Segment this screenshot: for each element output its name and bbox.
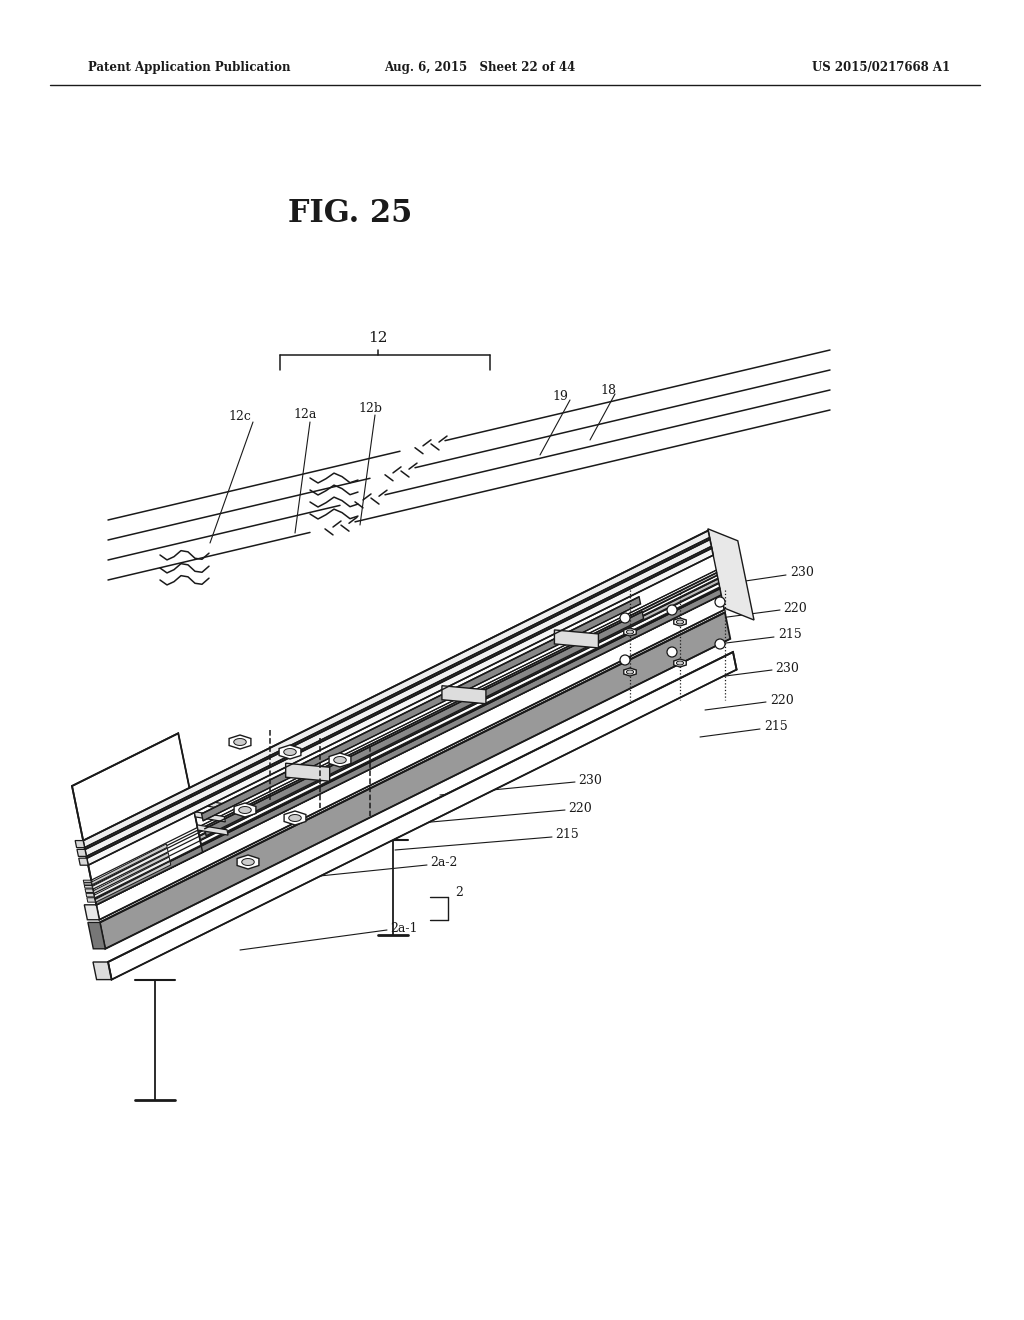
Polygon shape: [677, 620, 684, 624]
Text: 18: 18: [600, 384, 616, 396]
Polygon shape: [83, 880, 92, 882]
Polygon shape: [280, 744, 301, 759]
Text: 220: 220: [783, 602, 807, 615]
Polygon shape: [239, 807, 251, 813]
Text: 220: 220: [568, 801, 592, 814]
Polygon shape: [92, 849, 168, 888]
Polygon shape: [233, 738, 247, 746]
Polygon shape: [93, 962, 112, 979]
Polygon shape: [95, 587, 721, 902]
Text: 12b: 12b: [358, 401, 382, 414]
Text: 19: 19: [552, 391, 568, 404]
Polygon shape: [234, 803, 256, 817]
Polygon shape: [93, 853, 169, 894]
Polygon shape: [674, 659, 686, 667]
Polygon shape: [84, 904, 99, 920]
Polygon shape: [88, 923, 105, 949]
Polygon shape: [329, 752, 351, 767]
Polygon shape: [79, 858, 88, 865]
Polygon shape: [84, 886, 93, 888]
Polygon shape: [284, 748, 296, 755]
Polygon shape: [92, 573, 717, 884]
Text: 230: 230: [775, 661, 799, 675]
Polygon shape: [205, 611, 644, 836]
Circle shape: [667, 605, 677, 615]
Polygon shape: [75, 841, 85, 847]
Polygon shape: [93, 579, 719, 892]
Polygon shape: [94, 857, 170, 898]
Polygon shape: [85, 540, 712, 857]
Polygon shape: [95, 862, 171, 902]
Polygon shape: [334, 756, 346, 763]
Circle shape: [667, 647, 677, 657]
Polygon shape: [554, 630, 598, 648]
Polygon shape: [87, 898, 96, 902]
Text: 230: 230: [790, 565, 814, 578]
Polygon shape: [202, 597, 641, 821]
Polygon shape: [624, 668, 636, 676]
Polygon shape: [242, 858, 254, 866]
Polygon shape: [77, 849, 86, 857]
Polygon shape: [94, 583, 720, 896]
Polygon shape: [72, 734, 203, 904]
Circle shape: [715, 597, 725, 607]
Polygon shape: [83, 531, 710, 847]
Text: 220: 220: [770, 693, 794, 706]
Polygon shape: [91, 570, 717, 882]
Text: 215: 215: [764, 721, 787, 734]
Text: 12c: 12c: [228, 411, 252, 424]
Polygon shape: [238, 855, 259, 869]
Polygon shape: [100, 612, 730, 949]
Text: 230: 230: [578, 774, 602, 787]
Polygon shape: [674, 618, 686, 626]
Text: 2a-1: 2a-1: [390, 921, 418, 935]
Text: 215: 215: [555, 829, 579, 842]
Polygon shape: [195, 812, 225, 822]
Text: 12a: 12a: [293, 408, 316, 421]
Polygon shape: [96, 595, 724, 920]
Polygon shape: [627, 630, 634, 634]
Polygon shape: [84, 883, 92, 884]
Polygon shape: [191, 799, 222, 809]
Polygon shape: [85, 888, 94, 892]
Text: FIG. 25: FIG. 25: [288, 198, 412, 228]
Polygon shape: [289, 814, 301, 821]
Polygon shape: [286, 763, 330, 781]
Text: US 2015/0217668 A1: US 2015/0217668 A1: [812, 62, 950, 74]
Polygon shape: [442, 685, 486, 704]
Text: 2a-2: 2a-2: [430, 857, 458, 870]
Polygon shape: [197, 825, 228, 836]
Polygon shape: [677, 661, 684, 665]
Text: 2: 2: [455, 887, 463, 899]
Text: 215: 215: [778, 628, 802, 642]
Polygon shape: [92, 576, 718, 888]
Text: 12: 12: [369, 331, 388, 345]
Polygon shape: [284, 810, 306, 825]
Circle shape: [715, 639, 725, 649]
Text: Patent Application Publication: Patent Application Publication: [88, 62, 291, 74]
Polygon shape: [708, 529, 754, 620]
Polygon shape: [86, 894, 94, 896]
Circle shape: [620, 612, 630, 623]
Polygon shape: [87, 548, 713, 865]
Text: Aug. 6, 2015   Sheet 22 of 44: Aug. 6, 2015 Sheet 22 of 44: [384, 62, 575, 74]
Polygon shape: [91, 843, 167, 884]
Polygon shape: [108, 652, 736, 979]
Polygon shape: [95, 589, 721, 904]
Polygon shape: [624, 628, 636, 636]
Polygon shape: [627, 671, 634, 675]
Polygon shape: [229, 735, 251, 748]
Circle shape: [620, 655, 630, 665]
